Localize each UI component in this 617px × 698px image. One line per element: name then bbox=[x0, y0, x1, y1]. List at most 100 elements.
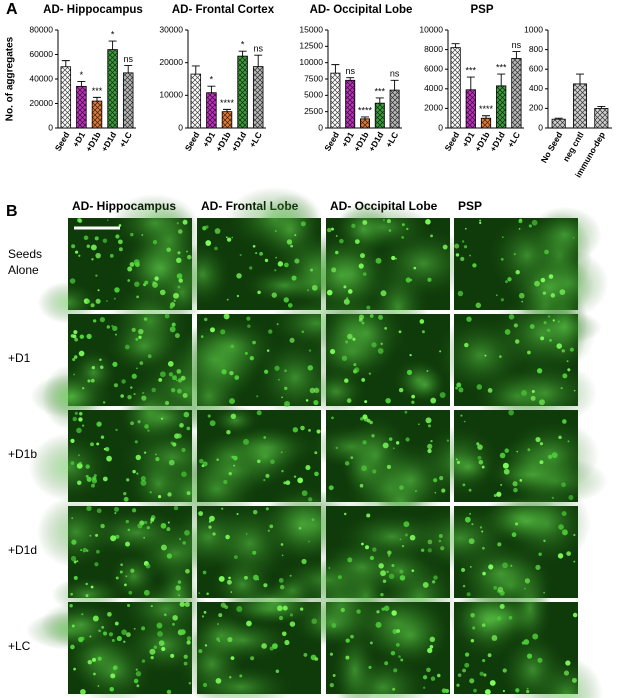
cell bbox=[233, 555, 238, 559]
cell bbox=[102, 401, 106, 404]
cell bbox=[352, 337, 356, 341]
cell bbox=[79, 334, 85, 339]
cell bbox=[328, 485, 334, 491]
cell bbox=[461, 240, 465, 243]
cell bbox=[78, 350, 85, 357]
cell bbox=[573, 389, 576, 392]
cell bbox=[339, 238, 344, 244]
cell bbox=[561, 529, 568, 536]
cell bbox=[335, 250, 339, 255]
cell bbox=[204, 644, 208, 647]
cell bbox=[293, 475, 297, 478]
cell bbox=[106, 325, 110, 329]
cell bbox=[139, 361, 144, 365]
error-bar bbox=[497, 73, 506, 86]
cell bbox=[270, 459, 275, 464]
cell bbox=[210, 327, 215, 333]
cell bbox=[239, 674, 243, 678]
cell bbox=[469, 254, 471, 257]
cell bbox=[371, 342, 377, 348]
cell bbox=[236, 513, 239, 516]
cell bbox=[115, 534, 120, 539]
cell bbox=[507, 277, 512, 282]
cell bbox=[261, 643, 267, 649]
cell bbox=[95, 549, 100, 554]
cell bbox=[160, 523, 167, 529]
row-label: +D1 bbox=[8, 351, 31, 365]
glow bbox=[192, 618, 293, 663]
cell bbox=[146, 526, 150, 530]
cell bbox=[548, 338, 552, 342]
bar-hatch bbox=[375, 103, 385, 128]
cell bbox=[481, 623, 486, 628]
cell bbox=[430, 676, 436, 681]
cell bbox=[121, 379, 126, 384]
cell bbox=[166, 553, 173, 559]
cell bbox=[358, 263, 364, 269]
cell bbox=[102, 476, 108, 482]
bar-hatch bbox=[450, 47, 461, 128]
bar-hatch bbox=[330, 73, 340, 128]
glow bbox=[174, 241, 231, 307]
cell bbox=[426, 370, 429, 373]
cell bbox=[483, 673, 487, 677]
cell bbox=[515, 269, 520, 275]
cell bbox=[403, 521, 410, 528]
y-tick-label: 600 bbox=[529, 63, 543, 73]
glow bbox=[403, 366, 447, 404]
cell bbox=[468, 538, 475, 545]
cell bbox=[79, 461, 82, 465]
error-bar bbox=[597, 105, 606, 109]
cell bbox=[290, 244, 293, 248]
cell bbox=[218, 640, 221, 642]
cell bbox=[573, 533, 576, 537]
cell bbox=[264, 369, 269, 374]
cell bbox=[278, 615, 284, 621]
cell bbox=[391, 610, 397, 616]
bar-hatch bbox=[552, 119, 566, 128]
cell bbox=[382, 219, 385, 222]
cell bbox=[226, 579, 232, 585]
cell bbox=[81, 424, 85, 427]
cell bbox=[331, 227, 334, 231]
cell bbox=[433, 575, 438, 580]
cell bbox=[292, 427, 299, 433]
glow bbox=[479, 497, 574, 545]
cell bbox=[393, 447, 395, 450]
cell bbox=[70, 644, 75, 650]
cell bbox=[558, 524, 564, 530]
cell bbox=[252, 340, 256, 345]
cell bbox=[115, 428, 118, 432]
cell bbox=[90, 378, 95, 383]
cell bbox=[556, 343, 562, 349]
cell bbox=[476, 384, 483, 390]
cell bbox=[259, 251, 264, 256]
y-tick-label: 10000 bbox=[299, 57, 323, 67]
glow bbox=[229, 426, 301, 487]
cell bbox=[246, 316, 251, 321]
cell bbox=[71, 244, 76, 249]
cell bbox=[388, 437, 393, 441]
cell bbox=[427, 647, 433, 654]
cell bbox=[180, 629, 186, 635]
error-bar bbox=[512, 51, 521, 59]
cell bbox=[331, 416, 334, 420]
cell bbox=[401, 236, 405, 239]
cell bbox=[73, 373, 76, 376]
cell bbox=[280, 451, 283, 454]
cell bbox=[530, 395, 536, 401]
cell bbox=[209, 515, 215, 522]
cell bbox=[265, 507, 269, 511]
cell bbox=[201, 615, 205, 618]
cell bbox=[369, 555, 375, 561]
error-bar bbox=[124, 65, 133, 73]
cell bbox=[206, 592, 209, 596]
cell bbox=[226, 237, 232, 242]
cell bbox=[387, 550, 392, 555]
cell bbox=[87, 379, 91, 383]
cell bbox=[126, 603, 131, 608]
cell bbox=[78, 636, 84, 643]
cell bbox=[460, 256, 465, 262]
cell bbox=[404, 410, 408, 414]
cell bbox=[294, 234, 297, 237]
